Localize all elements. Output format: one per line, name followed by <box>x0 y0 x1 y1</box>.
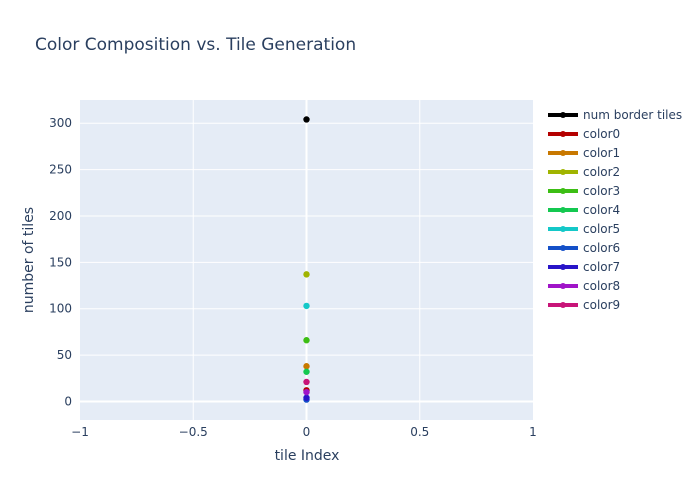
y-tick-label: 150 <box>49 255 72 269</box>
y-tick-label: 50 <box>57 348 72 362</box>
legend-marker <box>560 226 566 232</box>
x-tick-label: 1 <box>529 425 537 439</box>
legend-item-color1[interactable]: color1 <box>548 146 620 160</box>
legend-marker <box>560 283 566 289</box>
data-points <box>303 116 310 403</box>
x-tick-label: 0 <box>303 425 311 439</box>
data-point-color8[interactable] <box>303 388 310 396</box>
legend-item-color6[interactable]: color6 <box>548 241 620 255</box>
y-tick-label: 0 <box>64 394 72 408</box>
chart-title: Color Composition vs. Tile Generation <box>35 35 356 55</box>
x-axis-title: tile Index <box>275 448 340 464</box>
data-point-color7[interactable] <box>303 394 310 401</box>
legend-item-color0[interactable]: color0 <box>548 127 620 141</box>
legend-label: color4 <box>583 203 620 217</box>
x-tick-label: −0.5 <box>179 425 208 439</box>
y-tick-label: 100 <box>49 302 72 316</box>
legend-marker <box>560 131 566 137</box>
legend-item-color2[interactable]: color2 <box>548 165 620 179</box>
legend-marker <box>560 112 566 118</box>
x-tick-label: 0.5 <box>410 425 429 439</box>
data-point-color3[interactable] <box>303 337 310 344</box>
legend[interactable]: num border tiles color0 color1 color2 color3… <box>548 108 682 312</box>
legend-marker <box>560 245 566 251</box>
data-point-color1[interactable] <box>303 363 310 370</box>
legend-marker <box>560 264 566 270</box>
y-tick-label: 300 <box>49 116 72 130</box>
data-point-color2[interactable] <box>303 271 310 278</box>
y-tick-label: 250 <box>49 163 72 177</box>
legend-item-color7[interactable]: color7 <box>548 260 620 274</box>
data-point-color9[interactable] <box>303 378 310 386</box>
data-point-color4[interactable] <box>303 368 310 375</box>
legend-label: color2 <box>583 165 620 179</box>
legend-label: num border tiles <box>583 108 682 122</box>
y-axis-title: number of tiles <box>21 207 37 313</box>
legend-marker <box>560 207 566 213</box>
legend-label: color6 <box>583 241 620 255</box>
legend-item-color3[interactable]: color3 <box>548 184 620 198</box>
legend-item-color5[interactable]: color5 <box>548 222 620 236</box>
legend-marker <box>560 169 566 175</box>
data-point-color5[interactable] <box>303 302 310 310</box>
legend-label: color8 <box>583 279 620 293</box>
legend-marker <box>560 188 566 194</box>
y-tick-label: 200 <box>49 209 72 223</box>
x-tick-label: −1 <box>71 425 89 439</box>
legend-item-color9[interactable]: color9 <box>548 298 620 312</box>
tick-labels: 0 50 100 150 200 250 300 −1 −0.5 0 0.5 1 <box>49 116 537 439</box>
legend-label: color7 <box>583 260 620 274</box>
legend-marker <box>560 150 566 156</box>
legend-label: color9 <box>583 298 620 312</box>
legend-item-color4[interactable]: color4 <box>548 203 620 217</box>
legend-label: color0 <box>583 127 620 141</box>
legend-label: color1 <box>583 146 620 160</box>
legend-marker <box>560 302 566 308</box>
legend-label: color3 <box>583 184 620 198</box>
legend-item-num-border-tiles[interactable]: num border tiles <box>548 108 682 122</box>
legend-label: color5 <box>583 222 620 236</box>
legend-item-color8[interactable]: color8 <box>548 279 620 293</box>
data-point-num-border-tiles[interactable] <box>303 116 310 123</box>
